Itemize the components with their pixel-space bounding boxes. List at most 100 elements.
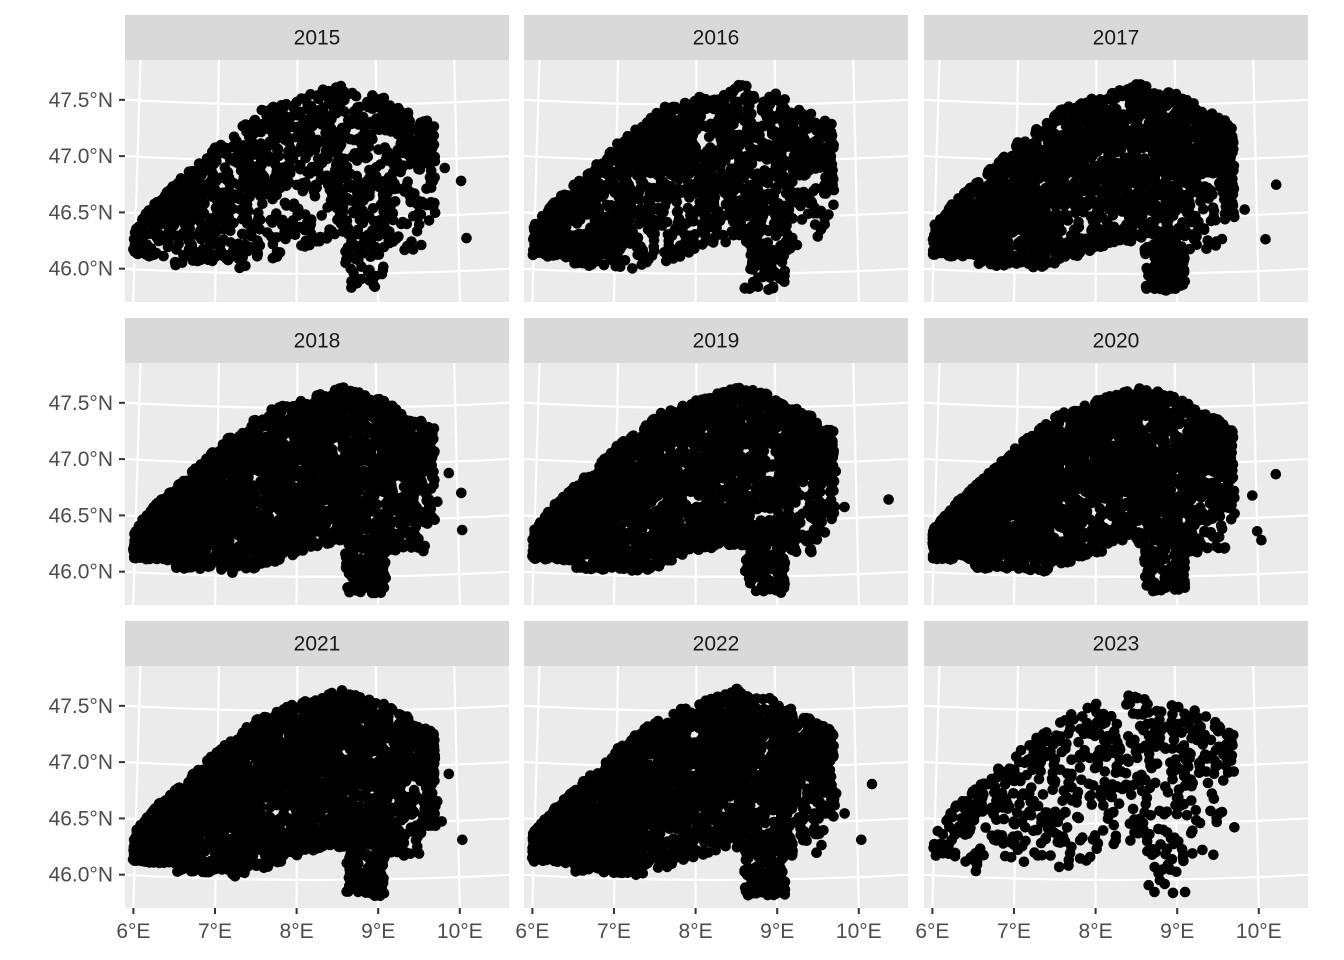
data-point xyxy=(772,249,783,260)
data-point xyxy=(306,119,317,130)
data-point xyxy=(373,144,384,155)
data-point xyxy=(1030,247,1042,258)
data-point xyxy=(616,221,627,233)
data-point xyxy=(1010,223,1021,235)
data-point xyxy=(1120,192,1132,204)
data-point xyxy=(326,113,337,125)
data-point xyxy=(331,202,343,214)
data-point xyxy=(1170,153,1182,165)
data-point xyxy=(659,112,671,123)
data-point xyxy=(1060,213,1072,224)
data-point xyxy=(300,177,311,188)
data-point xyxy=(267,238,279,250)
data-point xyxy=(973,258,985,270)
data-point xyxy=(773,109,785,120)
data-point xyxy=(740,151,752,163)
data-point xyxy=(741,111,752,123)
data-point xyxy=(338,161,350,173)
data-point xyxy=(1173,143,1184,155)
data-point xyxy=(1110,173,1121,185)
data-point xyxy=(324,179,335,190)
data-point xyxy=(416,239,427,251)
data-point xyxy=(713,94,724,105)
data-point xyxy=(334,129,346,140)
data-point xyxy=(144,228,156,240)
data-point xyxy=(794,128,805,139)
data-point xyxy=(634,194,646,205)
data-point xyxy=(1028,261,1039,273)
data-point xyxy=(300,152,311,164)
data-point xyxy=(1116,206,1128,217)
data-point xyxy=(644,165,656,177)
data-point xyxy=(367,225,378,236)
data-point xyxy=(267,193,278,205)
data-point xyxy=(299,209,311,220)
data-point xyxy=(409,143,420,155)
data-point xyxy=(1130,173,1142,184)
data-point xyxy=(393,231,404,242)
data-point xyxy=(360,152,372,164)
data-point xyxy=(617,180,628,191)
y-tick-label: 46.0°N xyxy=(49,258,113,281)
data-point xyxy=(804,161,816,173)
data-point xyxy=(182,187,193,198)
data-point xyxy=(240,172,252,183)
data-point xyxy=(939,243,951,254)
data-point xyxy=(654,183,665,195)
data-point xyxy=(1023,152,1035,164)
data-point xyxy=(1084,245,1096,257)
data-point xyxy=(762,205,774,216)
data-point xyxy=(404,186,416,198)
data-point xyxy=(1210,214,1221,226)
data-point xyxy=(196,234,207,245)
data-point xyxy=(428,139,440,150)
data-point xyxy=(771,168,783,180)
data-point xyxy=(352,102,363,113)
data-point xyxy=(570,235,581,246)
facet-strip-label: 2016 xyxy=(693,27,740,50)
data-point xyxy=(414,119,426,131)
data-point xyxy=(573,206,585,217)
facet-strip xyxy=(125,15,509,60)
y-tick-label: 47.5°N xyxy=(49,89,113,112)
data-point xyxy=(704,152,715,164)
data-point xyxy=(722,198,733,209)
data-point xyxy=(306,234,317,246)
data-point xyxy=(632,249,643,261)
data-point xyxy=(1179,151,1191,162)
data-point xyxy=(723,120,734,131)
data-point xyxy=(218,198,229,210)
data-point xyxy=(1094,110,1106,122)
gridline-lat xyxy=(125,267,509,276)
gridline-lon xyxy=(931,60,941,302)
data-point xyxy=(676,119,687,130)
data-point xyxy=(427,200,439,212)
data-point xyxy=(313,93,325,105)
data-point xyxy=(220,217,231,228)
data-point xyxy=(1089,216,1101,227)
data-point xyxy=(282,112,294,123)
data-point xyxy=(375,93,387,105)
data-point xyxy=(368,242,380,254)
data-point xyxy=(1067,126,1078,138)
data-point xyxy=(783,159,795,170)
data-point xyxy=(1152,112,1163,123)
data-point xyxy=(304,223,315,235)
data-point xyxy=(742,103,754,114)
data-point xyxy=(706,162,718,173)
data-point xyxy=(1052,215,1063,227)
facet-strip xyxy=(924,15,1308,60)
data-point xyxy=(603,223,614,235)
data-point xyxy=(259,120,270,131)
data-point xyxy=(1166,165,1178,176)
data-point xyxy=(646,250,658,261)
data-point xyxy=(202,162,214,174)
data-point xyxy=(643,140,654,152)
data-point xyxy=(221,149,232,160)
data-point xyxy=(270,119,282,130)
data-point xyxy=(352,201,364,213)
data-point xyxy=(192,183,204,194)
data-point xyxy=(164,190,175,201)
data-point xyxy=(760,109,772,121)
